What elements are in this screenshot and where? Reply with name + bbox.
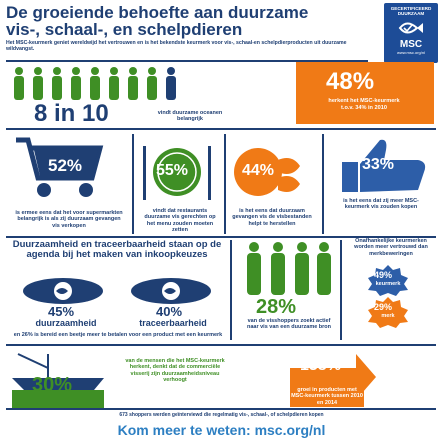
stat-40-label: traceerbaarheid xyxy=(139,318,207,328)
logo-top-text: GECERTIFICEERD DUURZAAM xyxy=(390,6,432,16)
msc-logo: GECERTIFICEERD DUURZAAM MSC www.msc.org/… xyxy=(384,3,438,63)
logo-url: www.msc.org/nl xyxy=(396,50,425,55)
stat-30-value: 30% xyxy=(32,374,73,396)
stat-55-text: vindt dat restaurants duurzame vis gerec… xyxy=(144,208,216,234)
stat-45-value: 45% xyxy=(48,304,75,319)
header-divider xyxy=(6,60,368,62)
page-subtitle: Het MSC-keurmerk geniet wereldwijd het v… xyxy=(6,40,347,52)
people-illustration xyxy=(10,66,190,102)
title-line-1: De groeiende behoefte aan duurzame xyxy=(6,3,309,22)
agenda-footnote: en 26% is bereid een beetje meer te beta… xyxy=(13,332,223,338)
fish-stock-icon xyxy=(234,148,300,196)
stat-138-text: groei in producten met MSC-keurmerk tuss… xyxy=(290,386,364,408)
row1-divider xyxy=(6,128,436,130)
stat-48-text: herkent het MSC-keurmerk t.o.v. 34% in 2… xyxy=(328,98,400,111)
stat-33-text: is het eens dat zij meer MSC-keurmerk vi… xyxy=(343,198,419,211)
agenda-title: Duurzaamheid en traceerbaarheid staan op… xyxy=(12,239,222,260)
independent-text: Onafhankelijke keurmerken worden meer ve… xyxy=(354,238,428,257)
stat-28-text: van de visshoppers zoekt actief naar vis… xyxy=(246,318,332,331)
stat-55-value: 55% xyxy=(156,162,189,179)
page-title: De groeiende behoefte aan duurzame vis-,… xyxy=(6,4,346,38)
independent-label-a: keurmerk xyxy=(375,281,401,287)
stat-30-text: van de mensen die het MSC-keurmerk herke… xyxy=(125,358,225,384)
stat-52-value: 52% xyxy=(48,156,83,175)
stat-138-value: 138% xyxy=(300,357,341,374)
stat-8in10-text: vindt duurzame oceanen belangrijk xyxy=(157,110,223,123)
stat-40-value: 40% xyxy=(156,304,183,319)
cta-link[interactable]: Kom meer te weten: msc.org/nl xyxy=(117,422,326,438)
stat-52-text: is ermee eens dat het voor supermarkten … xyxy=(15,210,123,229)
keurmerk-badge-icon xyxy=(368,265,408,296)
stat-48-value: 48% xyxy=(326,68,375,95)
independent-label-b: merk xyxy=(381,313,395,319)
merk-badge-icon xyxy=(368,297,408,328)
eye-fish-icon-right xyxy=(131,278,211,304)
row3-divider-2 xyxy=(340,240,342,340)
people-icon xyxy=(14,67,176,100)
row2-divider xyxy=(6,236,436,238)
stat-33-value: 33% xyxy=(362,156,395,173)
stat-45-label: duurzaamheid xyxy=(35,318,97,328)
eye-fish-icon-left xyxy=(23,278,103,304)
shoppers-icon xyxy=(247,242,331,295)
independent-pct-a: 49% xyxy=(374,270,393,280)
row4-divider xyxy=(6,408,436,410)
row2-divider-2 xyxy=(224,134,226,234)
fish-tick-icon xyxy=(398,22,423,34)
title-line-2: vis-, schaal-, en schelpdieren xyxy=(6,20,243,39)
independent-pct-b: 29% xyxy=(374,302,393,312)
shopping-cart-icon xyxy=(16,137,104,197)
stat-48-box: 48% herkent het MSC-keurmerk t.o.v. 34% … xyxy=(296,62,434,124)
thumbs-up-icon xyxy=(342,139,426,192)
stat-8in10-value: 8 in 10 xyxy=(34,100,109,127)
stat-44-text: is het eens dat duurzaam gevangen vis de… xyxy=(232,208,312,227)
restaurant-plate-icon xyxy=(143,146,211,200)
fishing-boat-icon xyxy=(12,353,104,408)
row3-divider xyxy=(6,344,436,346)
row3-divider-1 xyxy=(230,240,232,340)
footer-note: 673 shoppers werden geïnterviewd die reg… xyxy=(119,412,324,418)
growth-arrow-icon xyxy=(290,354,376,400)
stat-28-value: 28% xyxy=(256,296,297,318)
row2-divider-1 xyxy=(132,134,134,234)
stat-44-value: 44% xyxy=(242,162,275,179)
logo-msc: MSC xyxy=(399,39,423,50)
row2-divider-3 xyxy=(322,134,324,234)
